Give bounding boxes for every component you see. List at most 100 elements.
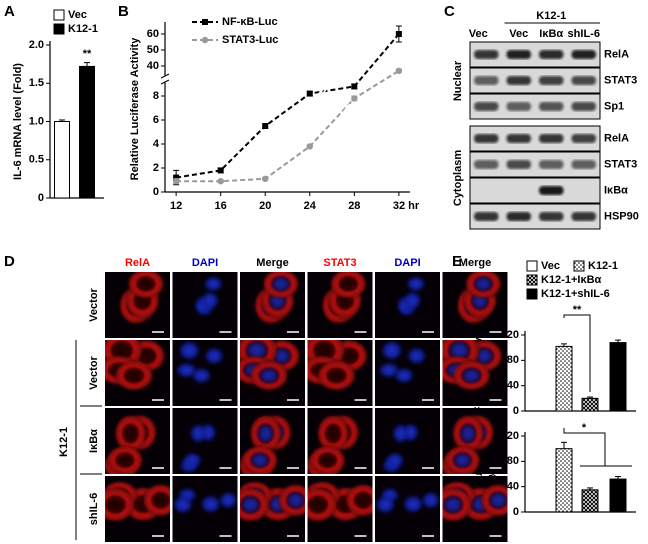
panel-label: D [4,253,15,270]
legend-marker [201,36,209,44]
legend-label: K12-1+IκBα [541,274,602,286]
cell [113,359,154,392]
nucleus [488,491,508,509]
y-tick-label: 0 [513,405,519,417]
micrograph-content [240,408,305,474]
micrograph [442,340,508,406]
blot-band [506,102,531,111]
legend-swatch [53,23,65,35]
micrograph-content [442,476,508,542]
nucleus [183,452,202,468]
bar [609,478,627,513]
micrograph-content [240,476,305,542]
y-tick-label: 2 [153,162,159,174]
blot-band [506,50,531,59]
axis-break [160,73,170,85]
blot-row-label: Sp1 [604,100,624,112]
micrograph [105,476,170,542]
micrograph [240,408,305,474]
nucleus [203,276,223,292]
marker [262,175,269,182]
micrograph [105,272,170,338]
marker [351,83,358,90]
image-row-label: Vector [88,287,100,321]
blot-band [571,134,596,143]
micrograph [307,340,373,406]
y-tick-label: 40 [147,60,159,72]
nucleus [201,291,219,310]
blot-row-label: STAT3 [604,74,637,86]
legend-label: K12-1 [68,23,98,35]
micrograph [307,272,373,338]
cell [344,483,373,518]
blot-band [539,212,564,221]
bar [79,65,95,199]
nucleus [473,276,493,292]
nucleus [258,367,279,384]
micrograph-content [442,340,508,406]
micrograph [375,340,440,406]
blot-band [571,212,596,221]
nucleus [250,452,270,468]
nucleus [200,495,221,514]
image-column-label: DAPI [192,257,218,269]
blot-band [539,50,564,59]
micrograph [442,272,508,338]
nucleus [271,276,291,292]
blot-row-label: HSP90 [604,210,639,222]
image-row-label: IκBα [88,429,100,453]
y-axis-label: Relative Luciferase Activity [129,37,141,181]
marker [306,143,313,150]
blot-band [539,134,564,143]
blot-band [539,76,564,85]
micrograph [240,476,305,542]
x-tick-label: 24 [304,200,317,212]
blot-column-label: shIL-6 [568,28,600,40]
nucleus [286,491,305,509]
cell [105,486,136,523]
nucleus [385,452,405,468]
nucleus [380,340,403,361]
micrograph-content [375,408,440,474]
nucleus [178,340,201,361]
blot-row-label: STAT3 [604,158,637,170]
x-tick-label: 12 [170,200,182,212]
micrograph-content [105,272,170,338]
micrograph-content [172,476,238,542]
micrograph-content [375,272,440,338]
y-tick-label: 1.0 [29,115,44,127]
y-tick-label: 80 [507,354,519,366]
y-tick-label: 0.5 [29,154,44,166]
marker [306,90,313,97]
bar [609,342,627,412]
y-tick-label: 1.5 [29,77,44,89]
micrograph-content [172,408,238,474]
cell [114,413,148,454]
nucleus [189,423,207,444]
y-tick-label: 80 [507,455,519,467]
micrograph-content [240,272,305,338]
blot-band [474,50,499,59]
micrograph [442,476,508,542]
legend-label: K12-1+shIL-6 [541,288,610,300]
micrograph [240,340,305,406]
nucleus [172,495,193,514]
micrograph [172,476,238,542]
marker [351,95,358,102]
series-line [175,33,400,179]
panel-label: E [452,253,462,270]
nucleus [421,491,440,509]
micrograph [307,408,373,474]
bar [555,448,573,513]
y-tick-label: 60 [147,28,159,40]
image-row-label: shIL-6 [88,493,100,525]
cell [142,483,170,518]
micrograph [172,340,238,406]
legend-label: STAT3-Luc [222,34,278,46]
series-line [176,69,400,183]
significance-bracket [563,314,591,392]
nucleus [402,495,424,514]
line-break [316,87,355,113]
micrograph-content [240,340,305,406]
blot-section-label: Cytoplasm [452,150,464,206]
